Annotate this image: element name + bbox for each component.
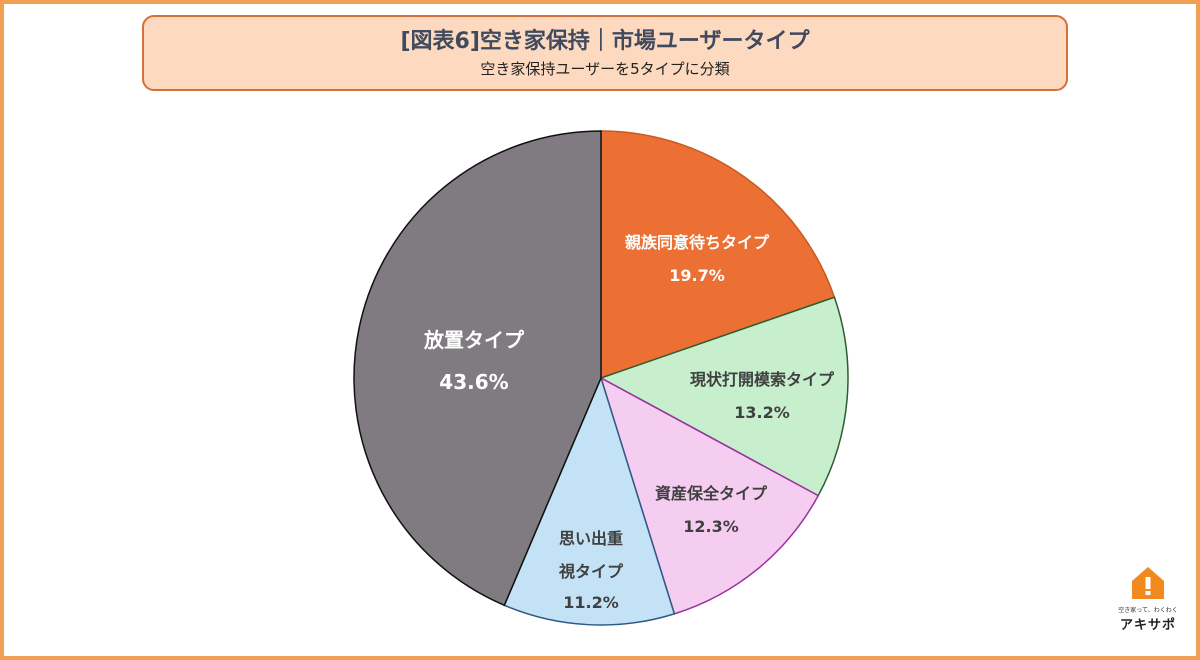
slice-value-label: 11.2%	[563, 593, 619, 612]
pie-slice	[599, 296, 849, 497]
house-exclamation-icon	[1132, 567, 1164, 599]
title-banner: [図表6]空き家保持｜市場ユーザータイプ 空き家保持ユーザーを5タイプに分類	[142, 15, 1068, 91]
slice-label-group: 資産保全タイプ 12.3%	[655, 484, 768, 536]
slice-value-label: 13.2%	[734, 403, 790, 422]
slice-label-group: 親族同意待ちタイプ 19.7%	[625, 233, 770, 285]
slice-category-label: 思い出重	[559, 529, 623, 548]
slice-category-label: 視タイプ	[558, 562, 624, 581]
logo-tagline: 空き家って、わくわく	[1118, 607, 1178, 614]
logo-name: アキサポ	[1119, 618, 1176, 633]
pie-slice	[353, 130, 602, 607]
chart-title: [図表6]空き家保持｜市場ユーザータイプ	[400, 29, 810, 54]
pie-slice	[599, 376, 820, 615]
slice-category-label: 親族同意待ちタイプ	[625, 233, 770, 252]
slice-category-label: 放置タイプ	[423, 328, 525, 352]
chart-subtitle: 空き家保持ユーザーを5タイプに分類	[480, 60, 730, 78]
pie-slice	[503, 375, 676, 626]
akisapo-logo: 空き家って、わくわく アキサポ	[1108, 565, 1188, 645]
pie-slice	[600, 130, 836, 380]
slice-label-group: 現状打開模索タイプ 13.2%	[690, 370, 835, 422]
slice-category-label: 資産保全タイプ	[655, 484, 768, 503]
slice-value-label: 12.3%	[683, 517, 739, 536]
slice-label-group: 放置タイプ 43.6%	[423, 328, 525, 394]
slice-category-label: 現状打開模索タイプ	[690, 370, 835, 389]
slice-value-label: 19.7%	[669, 266, 725, 285]
slice-value-label: 43.6%	[439, 370, 508, 394]
